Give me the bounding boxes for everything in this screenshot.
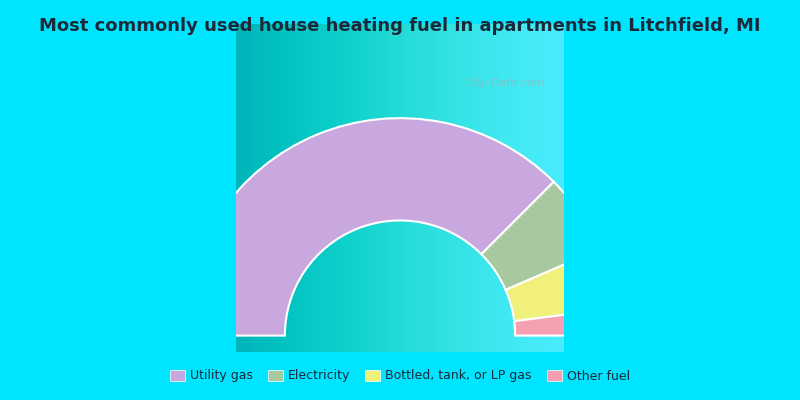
Wedge shape [514,308,618,336]
Wedge shape [482,182,599,290]
Legend: Utility gas, Electricity, Bottled, tank, or LP gas, Other fuel: Utility gas, Electricity, Bottled, tank,… [165,364,635,388]
Wedge shape [182,118,554,336]
Wedge shape [506,249,616,321]
Text: City-Data.com: City-Data.com [466,78,545,88]
Text: Most commonly used house heating fuel in apartments in Litchfield, MI: Most commonly used house heating fuel in… [39,17,761,35]
